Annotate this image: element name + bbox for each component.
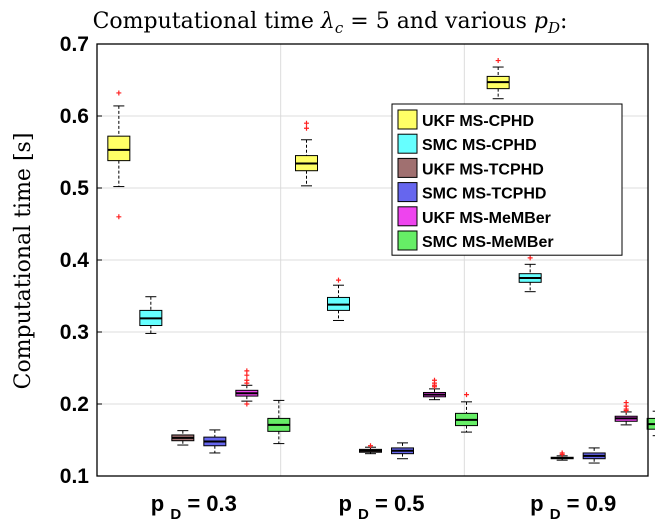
legend: UKF MS-CPHD SMC MS-CPHD UKF MS-TCPHD SMC MS… [391, 103, 623, 256]
legend-label: SMC MS-TCPHD [422, 186, 546, 203]
y-axis-label: Computational time [s] [11, 133, 36, 390]
outlier-marker [244, 401, 250, 407]
legend-label: SMC MS-CPHD [422, 137, 537, 154]
legend-swatch [397, 182, 418, 203]
y-tick-label: 0.5 [60, 177, 90, 200]
box-3-2 [582, 447, 606, 464]
x-tick-label: p D = 0.3 [151, 491, 237, 523]
box-0-1 [295, 120, 318, 187]
box-2-2 [550, 450, 574, 461]
box-4-2 [614, 400, 638, 426]
legend-box [391, 103, 623, 256]
axes-frame [96, 43, 649, 477]
chart-title: Computational time λc = 5 and various pD… [93, 9, 568, 37]
box-5-1 [455, 392, 478, 433]
outlier-marker [464, 392, 469, 398]
box-body [107, 135, 131, 162]
box-4-0 [235, 368, 259, 407]
legend-label: UKF MS-CPHD [422, 113, 534, 130]
outlier-marker [495, 58, 501, 64]
legend-label: SMC MS-MeMBer [422, 234, 554, 251]
outlier-marker [623, 407, 629, 413]
box-2-1 [359, 443, 382, 455]
x-tick-label: p D = 0.9 [530, 491, 616, 523]
outlier-marker [559, 451, 565, 457]
outlier-marker [304, 125, 309, 131]
outlier-marker [527, 255, 533, 261]
y-tick-label: 0.1 [60, 465, 90, 488]
box-1-1 [327, 277, 350, 321]
legend-swatch [397, 109, 418, 130]
outlier-marker [336, 277, 341, 283]
legend-label: UKF MS-TCPHD [422, 161, 544, 178]
box-1-2 [518, 255, 542, 293]
legend-swatch [397, 230, 418, 251]
box-3-1 [391, 442, 414, 460]
outlier-marker [304, 120, 309, 126]
box-4-1 [423, 377, 446, 401]
y-tick-label: 0.6 [60, 105, 89, 128]
outlier-marker [244, 380, 250, 386]
outlier-marker [432, 384, 437, 390]
box-0-2 [486, 58, 510, 100]
legend-swatch [397, 133, 418, 154]
axes: 0.1 0.2 0.3 0.4 0.5 0.6 0.7 p D = 0.3 p D = 0.5 p… [60, 33, 649, 523]
y-tick-label: 0.3 [60, 321, 89, 344]
legend-label: UKF MS-MeMBer [422, 210, 551, 227]
outlier-marker [116, 90, 122, 96]
y-tick-label: 0.4 [60, 249, 90, 272]
box-3-0 [203, 429, 227, 454]
box-0-0 [107, 90, 131, 220]
box-5-0 [267, 399, 291, 445]
outlier-marker [116, 214, 122, 220]
legend-swatch [397, 157, 418, 178]
box-2-0 [171, 430, 195, 446]
x-tick-label: p D = 0.5 [338, 491, 424, 523]
outlier-marker [368, 443, 373, 449]
legend-swatch [397, 206, 418, 227]
outlier-marker [244, 372, 250, 378]
plot-area [107, 58, 655, 464]
outlier-marker [244, 368, 250, 374]
y-tick-label: 0.2 [60, 393, 89, 416]
box-1-0 [139, 296, 163, 334]
y-tick-label: 0.7 [60, 33, 89, 56]
svg-text:Computational time λc = 5 and: Computational time λc = 5 and various pD… [93, 9, 568, 37]
